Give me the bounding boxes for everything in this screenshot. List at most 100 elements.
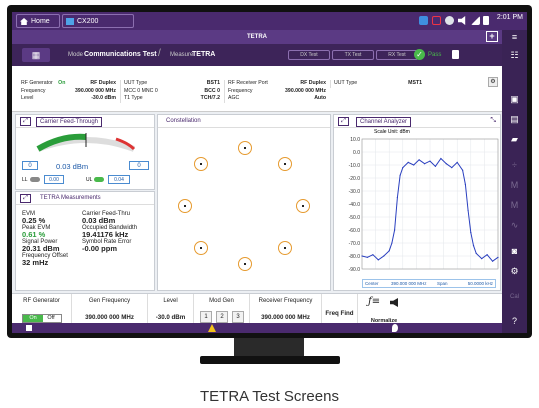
add-tab-button[interactable]: + xyxy=(486,31,498,42)
no-signal-icon xyxy=(432,16,441,25)
info-row: AGC Auto xyxy=(228,95,326,103)
mod-gen-3-button[interactable]: 3 xyxy=(232,311,244,323)
rf-receiver-summary[interactable]: RF Receiver Port RF Duplex Frequency 390.0… xyxy=(224,80,326,103)
volume-icon[interactable] xyxy=(458,16,466,25)
measurements-right: Carrier Feed-Thru 0.03 dBm Occupied Band… xyxy=(82,211,137,253)
constellation-point xyxy=(278,241,292,255)
info-value: Auto xyxy=(314,95,326,101)
spectrum-point xyxy=(470,232,472,234)
feedthrough-title[interactable]: Carrier Feed-Through xyxy=(36,117,103,127)
spectrum-point xyxy=(423,163,426,165)
measure-value[interactable]: TETRA xyxy=(192,51,216,58)
ul-value[interactable]: 0.04 xyxy=(108,175,130,184)
constellation-point xyxy=(238,141,252,155)
tab-app[interactable]: CX200 xyxy=(62,14,134,28)
help-icon[interactable]: ? xyxy=(511,316,517,326)
mod-gen-1-button[interactable]: 1 xyxy=(200,311,212,323)
info-key: UUT Type xyxy=(124,80,148,86)
list-icon[interactable]: ☷ xyxy=(510,50,519,60)
camera-icon[interactable]: ◙ xyxy=(511,246,518,256)
spectrum-point xyxy=(440,157,442,160)
analyzer-title[interactable]: Channel Analyzer xyxy=(356,117,412,127)
expand-icon[interactable]: ⤢ xyxy=(20,194,31,203)
spectrum-point xyxy=(464,183,466,186)
mode-value[interactable]: Communications Test xyxy=(84,51,157,58)
gear-icon[interactable]: ⚙ xyxy=(510,266,519,276)
receiver-frequency-value[interactable]: 390.000 000 MHz xyxy=(261,314,310,321)
fullscreen-icon[interactable]: ⤡ xyxy=(490,117,496,124)
settings-gear-icon[interactable]: ⚙ xyxy=(488,77,498,87)
ul-label: UL xyxy=(86,177,93,183)
rf-off-option[interactable]: Off xyxy=(47,315,55,321)
spectrum-point xyxy=(407,161,409,163)
mod-gen-2-button[interactable]: 2 xyxy=(216,311,228,323)
spectrum-point xyxy=(481,258,483,260)
y-tick-label: 10.0 xyxy=(350,137,360,143)
warning-icon[interactable] xyxy=(208,324,216,332)
symbol-rate-error-label: Symbol Rate Error xyxy=(82,239,132,245)
uut-type-summary[interactable]: UUT Type MST1 xyxy=(330,80,422,88)
uut-summary[interactable]: UUT Type BST1 MCC 0 MNC 0 BCC 0 T1 Type TCH… xyxy=(120,80,220,103)
spectrum-point xyxy=(361,255,363,257)
lock-icon[interactable] xyxy=(452,50,459,59)
spectrum-point xyxy=(467,209,469,212)
lock-icon[interactable]: ▣ xyxy=(510,94,519,104)
expand-icon[interactable]: ⤢ xyxy=(338,117,349,126)
rf-on-option[interactable]: On xyxy=(23,315,43,322)
rf-generator-toggle[interactable]: On Off xyxy=(22,314,62,323)
gauge-limit xyxy=(115,137,136,151)
menu-icon[interactable]: ≡ xyxy=(511,32,518,42)
remote-icon[interactable] xyxy=(419,16,428,25)
level-control[interactable]: Level -30.0 dBm xyxy=(148,294,194,333)
gen-frequency-value[interactable]: 390.000 000 MHz xyxy=(85,314,134,321)
panel-header: ⤢ TETRA Measurements xyxy=(16,192,154,205)
spectrum-point xyxy=(472,245,475,247)
tab-tx-test[interactable]: TX Test xyxy=(332,50,374,60)
constellation-point xyxy=(296,199,310,213)
level-value[interactable]: -30.0 dBm xyxy=(155,314,186,321)
carrier-feedthru-label: Carrier Feed-Thru xyxy=(82,211,131,217)
spectrum-point xyxy=(366,256,369,258)
expand-icon[interactable]: ⤢ xyxy=(20,117,31,126)
constellation-point xyxy=(194,241,208,255)
info-key: RF Receiver Port xyxy=(228,80,268,86)
info-key: Frequency xyxy=(228,87,253,94)
evm-value: 0.25 % xyxy=(22,215,46,225)
window-titlebar: TETRA + xyxy=(12,30,502,44)
ul-toggle[interactable] xyxy=(94,177,104,182)
spectrum-point xyxy=(451,167,453,169)
mode-label: Mode xyxy=(68,52,84,58)
ll-value[interactable]: 0.00 xyxy=(44,175,64,184)
freq-find-button[interactable]: Freq Find xyxy=(322,294,358,333)
y-tick-label: -90.0 xyxy=(349,267,361,273)
spectrum-point xyxy=(491,260,494,262)
spectrum-point xyxy=(396,196,398,199)
ll-toggle[interactable] xyxy=(30,177,40,182)
save-icon[interactable]: ▤ xyxy=(510,114,519,124)
info-row: UUT Type MST1 xyxy=(334,80,422,88)
mod-gen-label: Mod Gen xyxy=(209,298,234,304)
gen-frequency-control[interactable]: Gen Frequency 390.000 000 MHz xyxy=(72,294,148,333)
rf-generator-summary[interactable]: RF Generator On RF Duplex Frequency 390.00… xyxy=(18,80,116,103)
speaker-icon[interactable] xyxy=(390,298,398,307)
receiver-frequency-control[interactable]: Receiver Frequency 390.000 000 MHz xyxy=(250,294,322,333)
center-span-bar[interactable]: Center 390.000 000 MHz Span 50.0000 kHz xyxy=(362,279,496,288)
upper-limit-box[interactable]: 0 xyxy=(129,161,149,170)
span-value: 50.0000 kHz xyxy=(467,281,493,286)
function-icon[interactable]: ƒ≡ xyxy=(368,296,381,307)
location-icon[interactable] xyxy=(392,324,398,332)
keyboard-icon[interactable] xyxy=(26,325,32,331)
normalize-control[interactable]: ƒ≡ Normalize xyxy=(358,294,410,333)
spectrum-point xyxy=(413,164,415,166)
spectrum-point xyxy=(429,160,431,162)
y-tick-label: -70.0 xyxy=(349,241,361,247)
app-icon xyxy=(66,18,74,25)
tab-home[interactable]: Home xyxy=(16,14,60,28)
folder-icon[interactable]: ▰ xyxy=(511,134,518,144)
apps-grid-button[interactable]: ▦ xyxy=(22,48,50,62)
pass-status: Pass xyxy=(428,52,442,58)
tab-rx-test[interactable]: RX Test xyxy=(376,50,418,60)
constellation-point xyxy=(238,257,252,271)
tab-dx-test[interactable]: DX Test xyxy=(288,50,330,60)
lower-limit-box[interactable]: 0 xyxy=(22,161,38,170)
